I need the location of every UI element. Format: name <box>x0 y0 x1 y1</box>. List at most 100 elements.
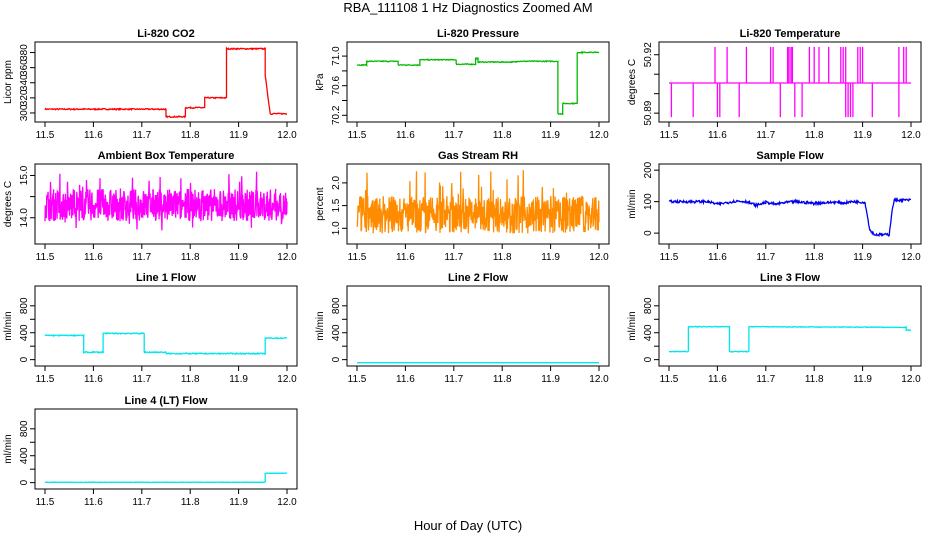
x-tick-label: 11.6 <box>396 252 415 263</box>
plot-frame <box>34 41 298 123</box>
y-tick-label: 14.0 <box>19 208 30 228</box>
panel-10: Line 4 (LT) Flow 11.5 11.6 11.7 11.8 11.9 12.0… <box>3 395 298 508</box>
panel-1: Li-820 CO2 11.5 11.6 11.7 11.8 11.9 12.0 300320… <box>3 28 298 141</box>
y-tick-label: 0 <box>19 356 30 362</box>
x-tick-label: 11.6 <box>84 374 103 385</box>
x-tick-label: 11.7 <box>756 252 775 263</box>
y-tick-label: 50.92 <box>643 42 654 67</box>
x-tick-label: 11.5 <box>36 252 55 263</box>
x-tick-label: 11.7 <box>756 374 775 385</box>
x-tick-label: 11.9 <box>541 130 560 141</box>
panel-2: Li-820 Pressure 11.5 11.6 11.7 11.8 11.9 12.0 7… <box>315 28 610 141</box>
x-tick-label: 11.5 <box>660 374 679 385</box>
panel-7: Line 1 Flow 11.5 11.6 11.7 11.8 11.9 12.0 0 400 8… <box>3 272 298 385</box>
y-tick-label: 0 <box>331 356 342 362</box>
x-tick-label: 11.5 <box>660 252 679 263</box>
y-axis-label: ml/min <box>627 189 638 218</box>
x-tick-label: 12.0 <box>589 374 609 385</box>
plot-frame <box>658 41 922 123</box>
y-tick-label: 340 <box>19 74 30 91</box>
x-tick-label: 11.6 <box>396 130 415 141</box>
x-tick-label: 12.0 <box>901 252 921 263</box>
x-tick-label: 11.8 <box>493 252 512 263</box>
y-tick-label: 400 <box>19 324 30 341</box>
x-tick-label: 11.5 <box>348 374 367 385</box>
x-tick-label: 11.9 <box>853 130 872 141</box>
y-axis-label: ml/min <box>3 311 14 340</box>
x-tick-label: 11.8 <box>181 130 200 141</box>
x-tick-label: 11.7 <box>444 252 463 263</box>
x-tick-label: 11.6 <box>84 130 103 141</box>
y-tick-label: 800 <box>19 420 30 437</box>
panel-title: Sample Flow <box>756 150 824 162</box>
y-axis-label: degrees C <box>627 59 638 105</box>
series-line <box>356 51 600 116</box>
x-tick-label: 11.6 <box>708 130 727 141</box>
panel-title: Li-820 Temperature <box>740 28 841 40</box>
y-tick-label: 400 <box>331 324 342 341</box>
x-tick-label: 12.0 <box>277 252 297 263</box>
y-tick-label: 0 <box>643 230 654 236</box>
plot-frame <box>346 163 610 245</box>
x-tick-label: 12.0 <box>589 130 609 141</box>
panel-9: Line 3 Flow 11.5 11.6 11.7 11.8 11.9 12.0 0 400 8… <box>627 272 922 385</box>
panel-4: Ambient Box Temperature 11.5 11.6 11.7 11.8 1… <box>3 150 298 263</box>
x-tick-label: 11.9 <box>229 252 248 263</box>
y-tick-label: 400 <box>643 324 654 341</box>
panel-title: Li-820 Pressure <box>437 28 519 40</box>
x-tick-label: 11.8 <box>805 252 824 263</box>
x-tick-label: 12.0 <box>901 374 921 385</box>
series-line <box>45 472 288 484</box>
x-tick-label: 11.7 <box>444 130 463 141</box>
panel-5: Gas Stream RH 11.5 11.6 11.7 11.8 11.9 12.0 1.0… <box>315 150 610 263</box>
y-tick-label: 0 <box>643 356 654 362</box>
series-line <box>668 196 911 238</box>
y-tick-label: 1.5 <box>331 198 342 212</box>
panel-title: Li-820 CO2 <box>137 28 194 40</box>
panel-title: Line 4 (LT) Flow <box>125 395 208 407</box>
x-tick-label: 12.0 <box>277 374 297 385</box>
y-axis-label: ml/min <box>627 311 638 340</box>
panel-3: Li-820 Temperature 11.5 11.6 11.7 11.8 11.9 12… <box>627 28 922 141</box>
x-axis-title: Hour of Day (UTC) <box>413 518 523 533</box>
x-tick-label: 11.7 <box>132 130 151 141</box>
series-line <box>668 325 911 353</box>
y-axis-label: ml/min <box>315 311 326 340</box>
y-tick-label: 1.0 <box>331 221 342 235</box>
plot-frame <box>346 41 610 123</box>
plot-frame <box>658 163 922 245</box>
y-tick-label: 360 <box>19 59 30 76</box>
y-tick-label: 200 <box>643 161 654 178</box>
x-tick-label: 11.8 <box>493 130 512 141</box>
plot-frame <box>34 408 298 490</box>
y-tick-label: 800 <box>331 297 342 314</box>
x-tick-label: 12.0 <box>277 497 297 508</box>
x-tick-label: 11.9 <box>541 252 560 263</box>
y-axis-label: ml/min <box>3 434 14 463</box>
series-line <box>44 331 288 356</box>
x-tick-label: 12.0 <box>901 130 921 141</box>
x-tick-label: 11.6 <box>396 374 415 385</box>
panel-title: Gas Stream RH <box>438 150 518 162</box>
x-tick-label: 11.7 <box>132 252 151 263</box>
plot-frame <box>346 285 610 367</box>
x-tick-label: 11.7 <box>444 374 463 385</box>
x-tick-label: 11.9 <box>229 374 248 385</box>
series-line <box>669 46 911 118</box>
y-axis-label: kPa <box>315 73 326 91</box>
x-tick-label: 11.8 <box>493 374 512 385</box>
panel-title: Line 3 Flow <box>760 272 820 284</box>
x-tick-label: 12.0 <box>277 130 297 141</box>
panel-title: Ambient Box Temperature <box>98 150 235 162</box>
panel-6: Sample Flow 11.5 11.6 11.7 11.8 11.9 12.0 0 100 2… <box>627 150 922 263</box>
x-tick-label: 11.8 <box>181 497 200 508</box>
x-tick-label: 12.0 <box>589 252 609 263</box>
y-tick-label: 800 <box>643 297 654 314</box>
plot-frame <box>34 285 298 367</box>
series-line <box>44 46 287 119</box>
y-tick-label: 0 <box>19 479 30 485</box>
x-tick-label: 11.9 <box>853 374 872 385</box>
y-tick-label: 380 <box>19 44 30 61</box>
x-tick-label: 11.9 <box>853 252 872 263</box>
